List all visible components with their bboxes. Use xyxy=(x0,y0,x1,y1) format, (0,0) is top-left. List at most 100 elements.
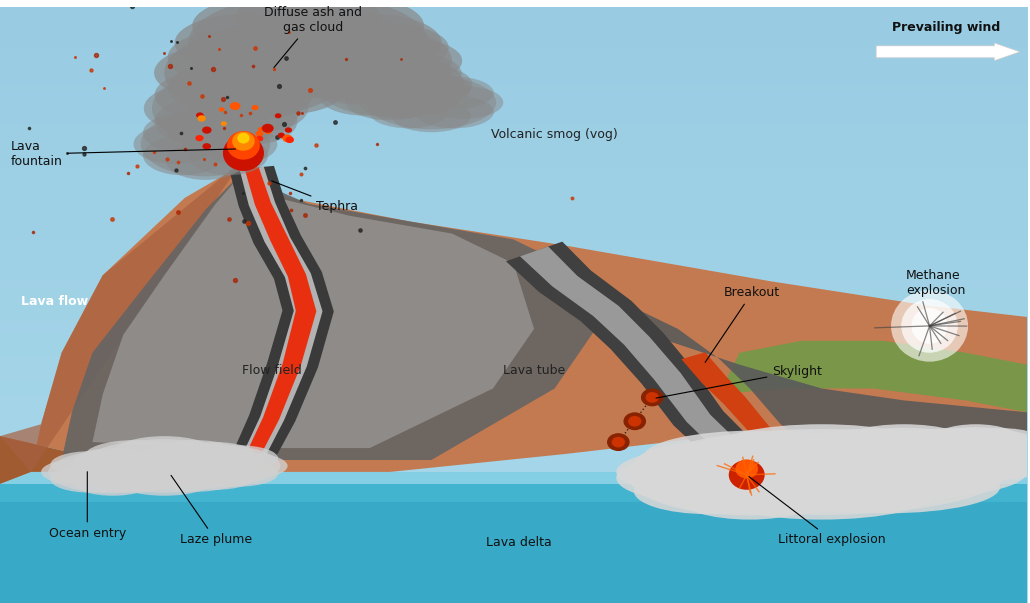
Ellipse shape xyxy=(217,86,308,131)
Ellipse shape xyxy=(220,121,227,126)
Polygon shape xyxy=(0,436,205,484)
Ellipse shape xyxy=(709,467,934,520)
Ellipse shape xyxy=(97,451,175,478)
Ellipse shape xyxy=(345,49,436,88)
Ellipse shape xyxy=(319,54,409,93)
Ellipse shape xyxy=(836,425,971,464)
Polygon shape xyxy=(244,167,316,461)
Polygon shape xyxy=(93,168,535,448)
Ellipse shape xyxy=(251,105,259,110)
Ellipse shape xyxy=(382,65,473,104)
Ellipse shape xyxy=(616,455,763,501)
Ellipse shape xyxy=(181,67,271,113)
Polygon shape xyxy=(514,239,1027,448)
Ellipse shape xyxy=(193,0,339,55)
Polygon shape xyxy=(62,168,595,460)
Ellipse shape xyxy=(270,51,383,97)
Ellipse shape xyxy=(616,446,843,498)
Ellipse shape xyxy=(196,112,204,118)
Ellipse shape xyxy=(836,456,971,496)
Ellipse shape xyxy=(255,136,264,141)
Ellipse shape xyxy=(246,46,359,99)
Ellipse shape xyxy=(303,57,416,103)
Text: Ocean entry: Ocean entry xyxy=(48,472,126,540)
Ellipse shape xyxy=(237,133,249,144)
Ellipse shape xyxy=(677,474,823,520)
Ellipse shape xyxy=(143,440,244,473)
Ellipse shape xyxy=(154,99,245,145)
Ellipse shape xyxy=(793,428,1015,492)
Ellipse shape xyxy=(781,440,917,479)
Text: Flow field: Flow field xyxy=(242,364,302,377)
Ellipse shape xyxy=(152,71,300,146)
Ellipse shape xyxy=(729,460,764,490)
Ellipse shape xyxy=(930,451,1021,484)
Ellipse shape xyxy=(168,62,280,114)
Ellipse shape xyxy=(175,13,321,72)
Ellipse shape xyxy=(623,412,646,430)
Ellipse shape xyxy=(369,95,448,128)
Ellipse shape xyxy=(284,127,293,133)
Ellipse shape xyxy=(48,450,178,493)
Text: Tephra: Tephra xyxy=(272,181,358,213)
Ellipse shape xyxy=(258,127,264,131)
Ellipse shape xyxy=(629,440,870,516)
Ellipse shape xyxy=(282,134,293,142)
Ellipse shape xyxy=(644,431,869,483)
Text: Littoral explosion: Littoral explosion xyxy=(749,476,886,546)
Ellipse shape xyxy=(894,438,984,470)
Ellipse shape xyxy=(644,461,869,513)
Ellipse shape xyxy=(207,72,298,118)
Ellipse shape xyxy=(227,131,260,160)
Ellipse shape xyxy=(203,143,211,150)
Ellipse shape xyxy=(415,77,493,109)
Text: Skylight: Skylight xyxy=(656,365,822,398)
Ellipse shape xyxy=(901,299,958,353)
Ellipse shape xyxy=(144,453,222,479)
Ellipse shape xyxy=(270,25,383,71)
Ellipse shape xyxy=(876,429,1010,469)
Ellipse shape xyxy=(176,442,255,469)
Ellipse shape xyxy=(349,38,462,84)
Ellipse shape xyxy=(801,446,1027,498)
Ellipse shape xyxy=(165,30,349,116)
Ellipse shape xyxy=(200,68,313,121)
Ellipse shape xyxy=(81,439,247,493)
Ellipse shape xyxy=(719,441,866,488)
Ellipse shape xyxy=(607,433,629,451)
Ellipse shape xyxy=(285,136,294,143)
Ellipse shape xyxy=(633,468,781,514)
Ellipse shape xyxy=(628,416,642,426)
Ellipse shape xyxy=(277,30,424,89)
Ellipse shape xyxy=(876,452,1010,491)
Polygon shape xyxy=(0,484,1027,603)
Ellipse shape xyxy=(612,437,625,447)
Ellipse shape xyxy=(267,23,452,98)
Ellipse shape xyxy=(198,124,277,164)
Ellipse shape xyxy=(151,444,280,487)
Ellipse shape xyxy=(198,115,206,122)
Ellipse shape xyxy=(181,104,271,150)
Ellipse shape xyxy=(391,72,471,106)
Polygon shape xyxy=(0,162,241,472)
Ellipse shape xyxy=(236,134,242,139)
Text: Volcanic smog (vog): Volcanic smog (vog) xyxy=(491,128,618,141)
Ellipse shape xyxy=(369,77,448,109)
Ellipse shape xyxy=(208,453,287,479)
Text: Lava delta: Lava delta xyxy=(486,537,552,549)
Ellipse shape xyxy=(303,19,416,65)
Ellipse shape xyxy=(73,448,152,475)
Ellipse shape xyxy=(912,308,948,344)
Ellipse shape xyxy=(371,54,461,93)
Ellipse shape xyxy=(113,436,215,469)
Text: Laze plume: Laze plume xyxy=(171,475,251,546)
Ellipse shape xyxy=(230,102,240,110)
Ellipse shape xyxy=(295,13,442,72)
Ellipse shape xyxy=(50,451,130,478)
Ellipse shape xyxy=(207,99,298,145)
Ellipse shape xyxy=(193,30,339,89)
Ellipse shape xyxy=(196,135,204,141)
Ellipse shape xyxy=(308,65,399,104)
Ellipse shape xyxy=(255,131,264,136)
Ellipse shape xyxy=(233,31,346,84)
